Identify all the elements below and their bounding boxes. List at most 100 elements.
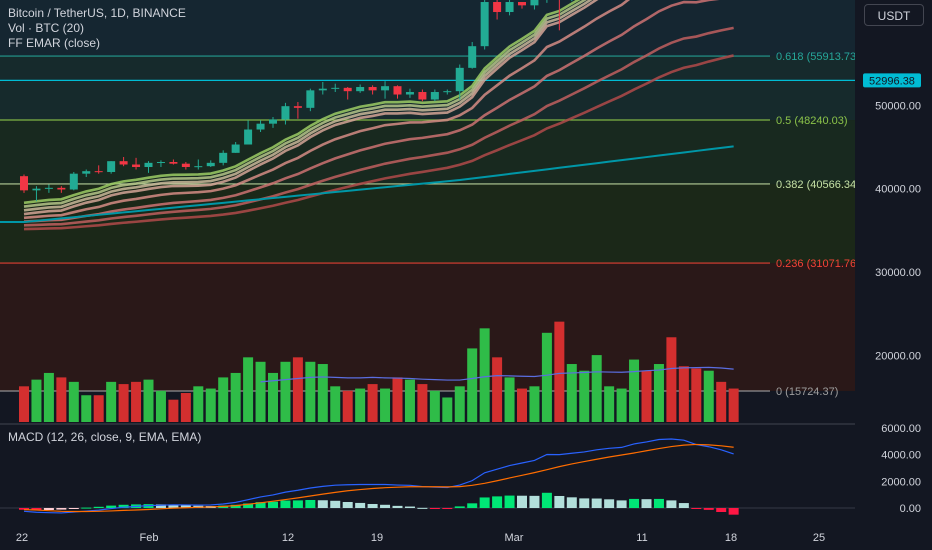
volume-bar [355, 388, 366, 422]
candle[interactable] [505, 0, 514, 16]
volume-bar [93, 395, 104, 422]
volume-indicator-label[interactable]: Vol · BTC (20) [8, 21, 85, 35]
candle[interactable] [244, 120, 253, 145]
candle-body [430, 92, 439, 100]
macd-histogram-bar [492, 496, 503, 508]
candle[interactable] [107, 161, 116, 174]
candle[interactable] [32, 186, 41, 202]
volume-bar [517, 388, 527, 422]
price-axis-bg[interactable] [855, 0, 932, 550]
candle-body [493, 2, 502, 13]
candle[interactable] [256, 120, 265, 133]
ema-ribbon-line [23, 0, 593, 212]
candle-body [181, 163, 190, 168]
candle[interactable] [405, 88, 414, 98]
macd-histogram-bar [554, 495, 565, 508]
volume-bar [666, 337, 677, 422]
candle-body [418, 92, 427, 100]
candle[interactable] [518, 2, 526, 9]
candle[interactable] [219, 150, 228, 166]
macd-histogram-bar [155, 504, 166, 508]
candle-body [32, 188, 41, 191]
volume-bar [106, 381, 117, 422]
candle[interactable] [343, 87, 352, 100]
candle[interactable] [269, 117, 277, 128]
candle[interactable] [318, 82, 327, 95]
candle-body [530, 0, 539, 6]
emar-indicator-label[interactable]: FF EMAR (close) [8, 36, 101, 50]
volume-bar [180, 393, 191, 422]
fib-zone [0, 120, 855, 184]
candle[interactable] [144, 161, 153, 173]
candle[interactable] [443, 89, 452, 95]
fib-zone [0, 263, 855, 391]
candle-body [194, 166, 203, 168]
volume-bar [629, 359, 640, 422]
volume-bar [205, 388, 216, 422]
volume-bar [118, 384, 129, 422]
candle[interactable] [132, 157, 141, 170]
candle-body [44, 187, 53, 189]
candle[interactable] [356, 84, 365, 93]
candle-body [219, 152, 228, 163]
price-axis: 100000.0090000.0080000.0070000.0060000.0… [855, 0, 932, 550]
candle[interactable] [331, 83, 340, 93]
macd-histogram-bar [317, 500, 328, 508]
volume-bar [342, 390, 353, 422]
volume-bar [131, 381, 142, 422]
macd-histogram-bar [342, 501, 353, 508]
ema-ribbon-line [23, 0, 587, 208]
volume-bar [31, 379, 42, 422]
candle[interactable] [293, 102, 302, 119]
candle[interactable] [393, 85, 402, 99]
candle[interactable] [169, 159, 178, 165]
candle[interactable] [20, 174, 28, 193]
volume-bar [492, 357, 503, 422]
candle[interactable] [368, 85, 377, 95]
candle-body [455, 67, 464, 92]
candle[interactable] [306, 88, 315, 112]
candle[interactable] [94, 165, 103, 174]
macd-histogram-bar [442, 508, 453, 509]
time-tick-label: Feb [140, 532, 159, 544]
macd-histogram-bar [43, 508, 54, 511]
volume-bar [653, 364, 664, 422]
fib-level-label: 0 (15724.37) [776, 386, 838, 398]
candle[interactable] [530, 0, 539, 10]
candle[interactable] [555, 0, 563, 31]
volume-bar [442, 397, 453, 422]
candle[interactable] [206, 160, 215, 168]
volume-bar [504, 377, 515, 422]
candle[interactable] [493, 0, 502, 20]
macd-histogram-bar [93, 506, 104, 508]
symbol-title[interactable]: Bitcoin / TetherUS, 1D, BINANCE [8, 6, 186, 20]
candle[interactable] [480, 0, 489, 50]
candle[interactable] [468, 42, 477, 69]
candle[interactable] [57, 186, 66, 193]
volume-bar [305, 361, 316, 422]
macd-indicator-label[interactable]: MACD (12, 26, close, 9, EMA, EMA) [8, 430, 202, 444]
currency-button[interactable]: USDT [864, 4, 924, 26]
candle[interactable] [82, 169, 91, 178]
candle-body [82, 171, 91, 174]
candle[interactable] [181, 162, 190, 170]
candle[interactable] [281, 102, 290, 125]
candle[interactable] [194, 159, 203, 170]
candle[interactable] [44, 184, 53, 193]
candle[interactable] [69, 172, 78, 191]
time-tick-label: 18 [725, 532, 737, 544]
candle[interactable] [418, 89, 427, 102]
volume-bar [691, 368, 702, 422]
macd-histogram-bar [230, 504, 241, 508]
candle[interactable] [381, 81, 390, 99]
candle[interactable] [430, 89, 439, 102]
candle-body [306, 90, 315, 108]
candle[interactable] [119, 157, 128, 167]
candle[interactable] [231, 142, 240, 153]
candle[interactable] [455, 64, 464, 100]
macd-histogram-bar [417, 507, 428, 509]
candle-body [119, 161, 128, 165]
candle[interactable] [156, 160, 165, 168]
macd-histogram-bar [243, 503, 254, 508]
